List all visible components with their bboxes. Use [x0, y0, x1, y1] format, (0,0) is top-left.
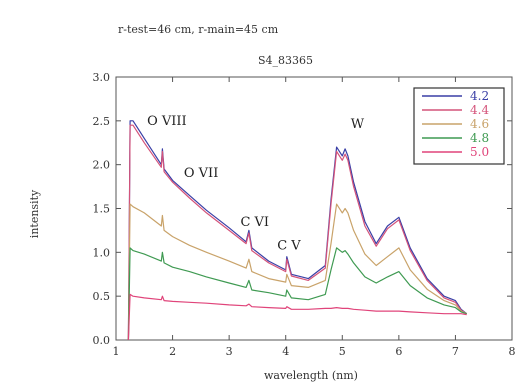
- line-annotation: O VII: [184, 166, 218, 181]
- legend-label: 4.8: [470, 131, 489, 145]
- chart-header-line: r-test=46 cm, r-main=45 cm: [118, 23, 279, 36]
- y-tick-label: 3.0: [93, 71, 111, 84]
- line-annotation: W: [351, 117, 365, 132]
- ticks-group: 1 2 3 4 5 6 7 8 0.0 0.5 1.0 1.5 2.0 2.5 3.0: [93, 71, 516, 358]
- annotation-group: O VIII O VII C VI C V W: [147, 114, 365, 253]
- legend-label: 5.0: [470, 145, 489, 159]
- y-tick-label: 2.0: [93, 159, 111, 172]
- legend: 4.24.44.64.85.0: [413, 87, 505, 165]
- x-tick-label: 1: [113, 345, 120, 358]
- line-annotation: C V: [277, 239, 301, 254]
- y-tick-label: 0.5: [93, 290, 111, 303]
- x-tick-label: 5: [339, 345, 346, 358]
- legend-label: 4.6: [470, 117, 489, 131]
- x-tick-label: 6: [395, 345, 402, 358]
- y-tick-label: 2.5: [93, 115, 111, 128]
- y-tick-label: 0.0: [93, 334, 111, 347]
- series-group: [127, 120, 468, 341]
- x-axis-title: wavelength (nm): [264, 369, 358, 382]
- line-annotation: O VIII: [147, 114, 187, 129]
- x-tick-label: 3: [226, 345, 233, 358]
- series-line-4.6: [127, 203, 467, 341]
- x-tick-label: 8: [509, 345, 516, 358]
- series-line-5.0: [127, 293, 467, 341]
- legend-label: 4.2: [470, 89, 489, 103]
- x-tick-label: 7: [452, 345, 459, 358]
- series-line-4.4: [127, 124, 468, 341]
- x-tick-label: 2: [169, 345, 176, 358]
- y-axis-title: intensity: [28, 189, 41, 238]
- y-tick-label: 1.5: [93, 203, 111, 216]
- series-line-4.8: [127, 247, 467, 341]
- legend-label: 4.4: [470, 103, 489, 117]
- x-tick-label: 4: [282, 345, 289, 358]
- y-tick-label: 1.0: [93, 246, 111, 259]
- line-annotation: C VI: [240, 215, 269, 230]
- chart-title: S4_83365: [258, 54, 313, 67]
